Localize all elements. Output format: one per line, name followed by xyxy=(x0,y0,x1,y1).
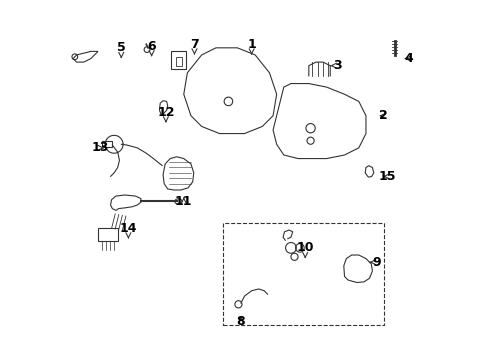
Text: 7: 7 xyxy=(190,38,199,54)
Bar xyxy=(223,223,383,325)
Text: 12: 12 xyxy=(157,105,174,122)
Text: 8: 8 xyxy=(236,315,245,328)
Text: 2: 2 xyxy=(379,109,387,122)
Text: 10: 10 xyxy=(296,241,313,257)
Text: 15: 15 xyxy=(378,170,395,183)
Text: 3: 3 xyxy=(329,59,341,72)
Text: 9: 9 xyxy=(369,256,380,269)
Text: 14: 14 xyxy=(120,222,137,238)
Text: 11: 11 xyxy=(175,195,192,208)
Bar xyxy=(98,228,118,241)
Text: 4: 4 xyxy=(404,52,412,65)
Bar xyxy=(175,57,182,66)
Text: 5: 5 xyxy=(117,41,125,58)
Text: 1: 1 xyxy=(247,38,256,54)
Text: 6: 6 xyxy=(147,40,156,56)
Bar xyxy=(171,51,185,69)
Bar xyxy=(102,141,111,147)
Text: 13: 13 xyxy=(91,141,108,154)
